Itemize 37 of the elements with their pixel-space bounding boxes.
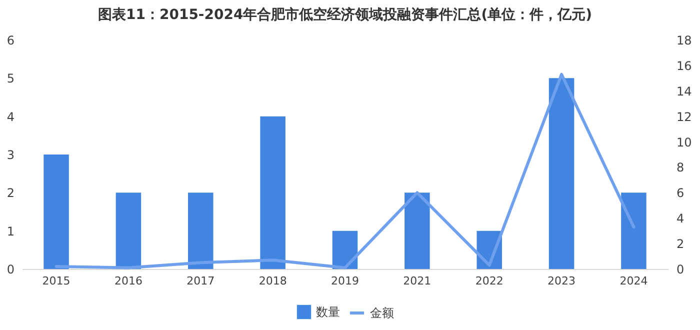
line-series	[54, 72, 636, 270]
y2-tick-label: 14	[676, 84, 692, 98]
bar	[621, 192, 646, 269]
legend-label: 金额	[370, 306, 394, 320]
y2-tick-label: 18	[676, 34, 692, 48]
y-tick-label: 4	[6, 110, 14, 124]
y2-tick-label: 2	[676, 237, 684, 252]
x-tick-label: 2018	[258, 274, 287, 288]
chart-title: 图表11：2015-2024年合肥市低空经济领域投融资事件汇总(单位：件，亿元)	[98, 6, 592, 23]
x-tick-label: 2016	[114, 274, 142, 288]
bar	[260, 116, 286, 269]
y-tick-label: 5	[6, 72, 14, 86]
bar	[188, 192, 214, 269]
y-tick-label: 6	[6, 34, 14, 48]
y2-tick-label: 6	[676, 186, 684, 200]
y-tick-label: 0	[6, 262, 14, 276]
x-tick-label: 2019	[331, 274, 359, 288]
x-tick-label: 2015	[42, 274, 70, 288]
y-tick-label: 1	[6, 224, 14, 238]
x-tick-label: 2022	[475, 274, 504, 288]
y2-tick-label: 8	[676, 160, 684, 175]
x-tick-label: 2024	[620, 274, 648, 288]
bar	[44, 154, 69, 269]
y2-tick-label: 12	[676, 110, 692, 124]
legend-label: 数量	[316, 305, 340, 319]
y2-tick-label: 4	[676, 212, 684, 226]
bar	[404, 192, 430, 269]
y2-tick-label: 10	[676, 135, 692, 150]
y2-tick-label: 16	[676, 58, 692, 73]
x-tick-label: 2017	[186, 274, 215, 288]
y2-tick-label: 0	[676, 262, 684, 276]
x-tick-label: 2021	[403, 274, 432, 288]
y-tick-label: 3	[6, 148, 14, 162]
x-tick-label: 2023	[548, 274, 576, 288]
bar	[548, 78, 574, 269]
bar	[116, 192, 142, 269]
y-tick-label: 2	[6, 186, 14, 200]
